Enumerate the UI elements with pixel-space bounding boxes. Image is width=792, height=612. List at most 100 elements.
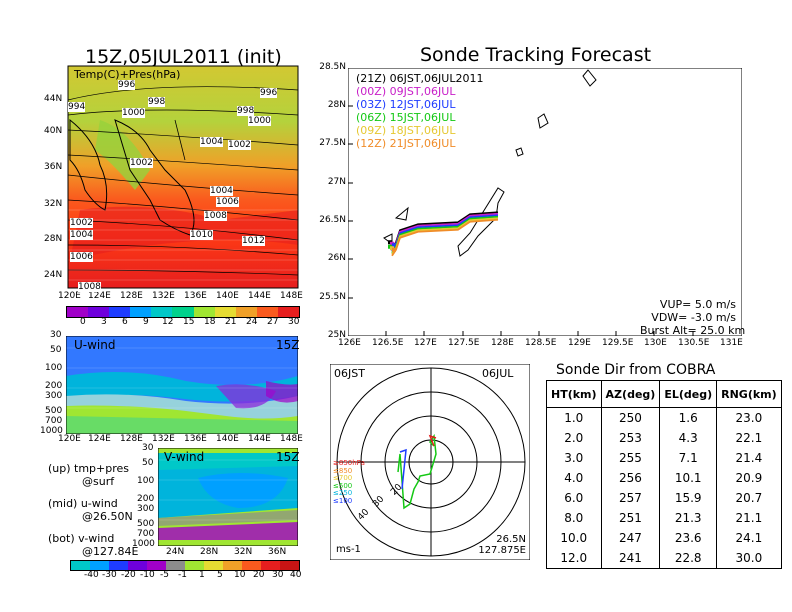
level-legend-item: ≤500 — [333, 481, 353, 490]
colorbar-segment — [172, 307, 194, 317]
table-cell: 22.8 — [659, 548, 718, 569]
colorbar-tick: -40 — [84, 570, 99, 580]
pressure-tick: 30 — [142, 443, 154, 453]
sonde-tracks — [388, 211, 499, 257]
lon-tick-label: 148E — [280, 434, 303, 444]
lon-tick-label: 126E — [338, 338, 361, 348]
lon-tick-label: 130E — [644, 338, 667, 348]
lon-tick-label: 128E — [120, 291, 143, 301]
lat-tick-label: 44N — [44, 94, 63, 104]
table-cell: 1.0 — [546, 407, 602, 428]
isobar-label: 1012 — [242, 236, 265, 246]
lat-tick-label: 32N — [234, 547, 253, 557]
launch-legend-item: (21Z) 06JST,06JUL2011 — [356, 72, 484, 85]
track-marker — [392, 243, 396, 248]
lon-tick-label: 127.5E — [448, 338, 480, 348]
pressure-tick: 200 — [137, 494, 155, 504]
pressure-tick: 100 — [137, 476, 155, 486]
isobar-label: 996 — [260, 88, 278, 98]
pressure-tick: 500 — [137, 519, 155, 529]
colorbar-tick: -1 — [178, 570, 187, 580]
table-cell: 257 — [600, 488, 661, 508]
table-cell: 255 — [600, 448, 661, 468]
table-cell: 20.7 — [716, 488, 782, 508]
colorbar-tick: -20 — [121, 570, 136, 580]
lon-tick-label: 136E — [184, 291, 207, 301]
level-legend-item: ≥850hPa — [333, 459, 365, 467]
table-cell: 3.0 — [546, 448, 602, 468]
polar-location: 26.5N 127.875E — [470, 534, 526, 556]
header-el: EL(deg) — [659, 380, 718, 408]
colorbar-segment — [88, 307, 110, 317]
colorbar-tick: 5 — [217, 570, 223, 580]
table-cell: 21.1 — [716, 508, 782, 528]
colorbar-tick: 6 — [122, 317, 128, 327]
lat-tick-label: 25.5N — [319, 292, 346, 302]
temperature-field — [68, 66, 298, 288]
polar-date: 06JUL — [482, 367, 514, 380]
vdw-text: VDW= -3.0 m/s — [651, 311, 736, 324]
pressure-tick: 1000 — [40, 426, 63, 436]
colorbar-tick: -5 — [160, 570, 169, 580]
table-cell: 21.4 — [716, 448, 782, 468]
table-cell: 10.0 — [546, 528, 602, 548]
lat-tick-label: 27N — [327, 177, 346, 187]
isobar-label: 996 — [118, 80, 136, 90]
colorbar-tick: 20 — [253, 570, 265, 580]
uwind-lon-axis: 120E 124E 128E 132E 136E 140E 144E 148E — [58, 434, 308, 446]
table-row: 1.0 250 1.6 23.0 — [546, 407, 782, 428]
lon-tick-label: 128.5E — [525, 338, 557, 348]
colorbar-tick: 40 — [290, 570, 302, 580]
isobar-label: 1008 — [204, 211, 227, 221]
lon-tick-label: 148E — [280, 291, 303, 301]
isobar-label: 1000 — [248, 116, 271, 126]
track-marker — [392, 247, 396, 252]
colorbar-segment — [193, 307, 215, 317]
lat-tick-label: 28N — [327, 100, 346, 110]
uwind-section — [66, 336, 298, 434]
lat-tick-label: 26N — [327, 253, 346, 263]
colorbar-tick: 15 — [183, 317, 195, 327]
lon-tick-label: 128E — [491, 338, 514, 348]
table-cell: 251 — [600, 508, 661, 528]
table-cell: 24.1 — [716, 528, 782, 548]
table-cell: 4.0 — [546, 468, 602, 488]
lat-tick-label: 28N — [200, 547, 219, 557]
table-cell: 250 — [600, 407, 661, 428]
colorbar-segment — [151, 307, 173, 317]
level-legend-item: ≤850 — [333, 466, 353, 475]
isobar-label: 1000 — [122, 108, 145, 118]
sonde-params: VUP= 5.0 m/s VDW= -3.0 m/s Burst Alt= 25… — [640, 298, 745, 337]
temp-colorbar-ticks: 0 3 6 9 12 15 18 21 24 27 30 — [66, 317, 299, 329]
note-line: @surf — [82, 475, 115, 488]
table-cell: 256 — [600, 468, 661, 488]
pressure-tick: 100 — [45, 363, 63, 373]
tracking-lat-axis: 28.5N 28N 27.5N 27N 26.5N 26N 25.5N 25N — [308, 62, 348, 340]
tracking-lon-axis: 126E 126.5E 127E 127.5E 128E 128.5E 129E… — [338, 338, 758, 350]
legend-notes: (up) tmp+pres @surf (mid) u-wind @26.50N… — [48, 462, 138, 558]
table-cell: 23.6 — [659, 528, 718, 548]
temp-colorbar — [66, 306, 300, 318]
note-line: (mid) u-wind — [48, 497, 118, 510]
colorbar-tick: -10 — [140, 570, 155, 580]
lat-tick-label: 25N — [327, 330, 346, 340]
pressure-tick: 300 — [45, 391, 63, 401]
table-cell: 247 — [600, 528, 661, 548]
lat-tick-label: 36N — [44, 162, 63, 172]
wind-colorbar — [70, 560, 300, 571]
table-cell: 4.3 — [659, 428, 718, 448]
table-header-row: HT(km) AZ(deg) EL(deg) RNG(km) — [546, 380, 782, 408]
lon-tick-label: 124E — [88, 291, 111, 301]
polar-lat: 26.5N — [496, 534, 526, 545]
header-rng: RNG(km) — [716, 380, 782, 408]
map-lon-axis: 120E 124E 128E 132E 136E 140E 144E 148E — [58, 291, 308, 303]
lat-tick-label: 32N — [44, 199, 63, 209]
colorbar-segment — [256, 307, 278, 317]
lon-tick-label: 127E — [414, 338, 437, 348]
table-row: 3.0 255 7.1 21.4 — [546, 448, 782, 468]
lon-tick-label: 128E — [120, 434, 143, 444]
note-line: (bot) v-wind — [48, 532, 115, 545]
pressure-tick: 50 — [142, 458, 154, 468]
table-cell: 23.0 — [716, 407, 782, 428]
table-row: 8.0 251 21.3 21.1 — [546, 508, 782, 528]
